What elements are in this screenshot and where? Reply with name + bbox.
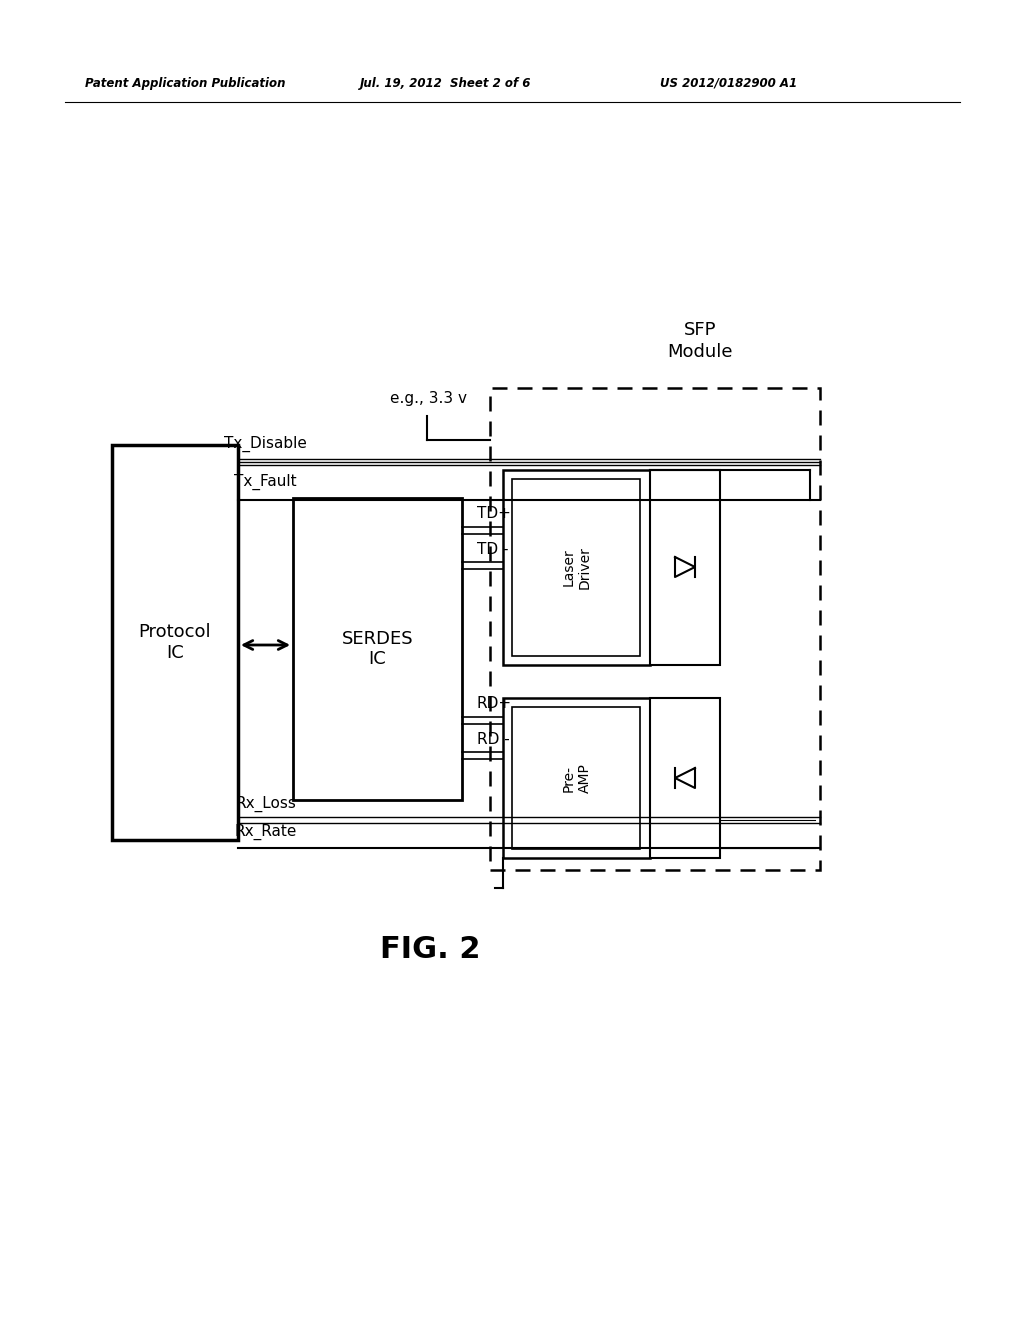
Bar	[512, 708, 640, 849]
Text: Jul. 19, 2012  Sheet 2 of 6: Jul. 19, 2012 Sheet 2 of 6	[360, 77, 531, 90]
Text: Tx_Fault: Tx_Fault	[234, 474, 297, 490]
Bar	[650, 698, 720, 858]
Text: Protocol
IC: Protocol IC	[138, 623, 211, 661]
Bar	[293, 498, 462, 800]
Bar	[503, 470, 650, 665]
Text: Laser
Driver: Laser Driver	[561, 546, 592, 589]
Text: SERDES
IC: SERDES IC	[342, 630, 414, 668]
Text: Pre-
AMP: Pre- AMP	[561, 763, 592, 793]
Text: Rx_Loss: Rx_Loss	[236, 796, 296, 812]
Text: e.g., 3.3 v: e.g., 3.3 v	[390, 391, 467, 405]
Text: US 2012/0182900 A1: US 2012/0182900 A1	[660, 77, 797, 90]
Text: Rx_Rate: Rx_Rate	[234, 824, 297, 840]
Text: RD+: RD+	[477, 697, 512, 711]
Text: SFP: SFP	[684, 321, 716, 339]
Text: RD -: RD -	[477, 731, 510, 747]
Text: FIG. 2: FIG. 2	[380, 936, 480, 965]
Bar	[503, 698, 650, 858]
Text: Patent Application Publication: Patent Application Publication	[85, 77, 286, 90]
Text: Tx_Disable: Tx_Disable	[224, 436, 307, 453]
Text: TD+: TD+	[477, 507, 511, 521]
Bar	[650, 470, 720, 665]
Text: TD -: TD -	[477, 541, 509, 557]
Bar	[490, 388, 820, 870]
Bar	[512, 479, 640, 656]
Bar	[112, 445, 238, 840]
Text: Module: Module	[668, 343, 733, 360]
